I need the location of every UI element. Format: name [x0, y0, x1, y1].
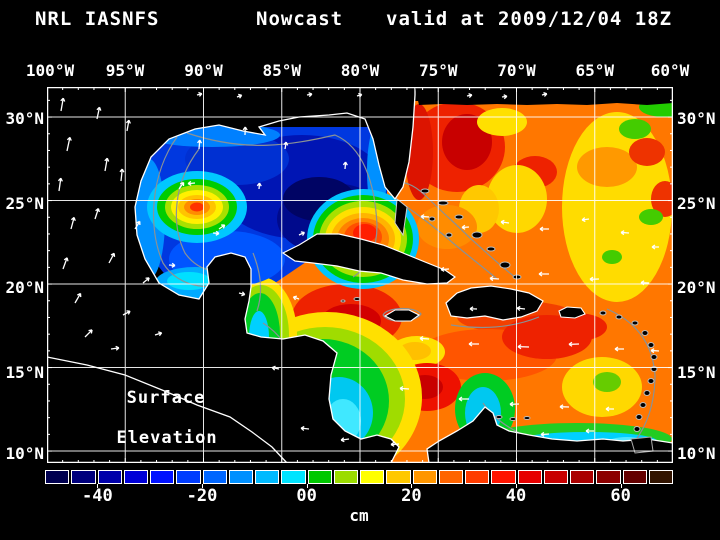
annotation-elevation: Elevation: [116, 428, 218, 448]
lon-label-95w: 95°W: [105, 61, 145, 80]
land-puerto-rico: [558, 306, 586, 319]
colorbar-tick: [620, 484, 622, 488]
colorbar-cell: [333, 470, 358, 484]
colorbar-cell: [491, 470, 516, 484]
colorbar-cell: [438, 470, 463, 484]
lon-label-90w: 90°W: [184, 61, 223, 80]
lat-label-right-15n: 15°N: [677, 363, 716, 382]
land-hispaniola: [445, 285, 544, 321]
lon-label-100w: 100°W: [25, 61, 75, 80]
colorbar-cell: [543, 470, 568, 484]
colorbar-tick: [411, 484, 413, 488]
colorbar-cell: [517, 470, 542, 484]
lat-label-left-15n: 15°N: [5, 363, 44, 382]
colorbar: [45, 470, 673, 484]
lon-label-65w: 65°W: [575, 61, 615, 80]
land-jamaica: [383, 309, 421, 322]
lat-label-left-10n: 10°N: [5, 444, 44, 463]
title-validity: valid at 2009/12/04 18Z: [386, 8, 673, 30]
colorbar-cell: [71, 470, 96, 484]
land-north-america: [47, 87, 416, 463]
colorbar-label: 60: [610, 486, 631, 506]
colorbar-tick: [202, 484, 203, 488]
lon-label-85w: 85°W: [262, 61, 302, 80]
colorbar-cell: [465, 470, 490, 484]
pacific-coastline: [47, 356, 288, 463]
colorbar-cell: [45, 470, 70, 484]
colorbar-cell: [281, 470, 306, 484]
lat-label-right-25n: 25°N: [677, 194, 716, 213]
title-product: Nowcast: [256, 8, 344, 30]
colorbar-cell: [360, 470, 385, 484]
colorbar-cell: [622, 470, 647, 484]
colorbar-label: 20: [401, 486, 422, 506]
landmasses: [47, 87, 673, 463]
colorbar-cell: [123, 470, 148, 484]
colorbar-label: 00: [296, 486, 317, 506]
colorbar-cell: [386, 470, 411, 484]
lon-label-70w: 70°W: [497, 61, 536, 80]
colorbar-cell: [412, 470, 437, 484]
colorbar-cell: [176, 470, 201, 484]
lon-label-75w: 75°W: [419, 61, 458, 80]
lon-label-60w: 60°W: [650, 61, 690, 80]
colorbar-label: -20: [186, 486, 218, 506]
current-vectors: [57, 91, 660, 447]
land-cuba: [281, 233, 457, 285]
land-bahamas-andros: [394, 198, 408, 237]
colorbar-tick: [306, 484, 308, 488]
lon-label-80w: 80°W: [340, 61, 380, 80]
colorbar-unit: cm: [349, 506, 369, 525]
colorbar-cell: [255, 470, 280, 484]
lat-label-left-20n: 20°N: [5, 278, 44, 297]
colorbar-cell: [150, 470, 175, 484]
colorbar-cell: [202, 470, 227, 484]
lat-label-right-10n: 10°N: [677, 444, 716, 463]
colorbar-cell: [228, 470, 253, 484]
colorbar-label: -40: [81, 486, 113, 506]
colorbar-tick: [97, 484, 99, 488]
lat-label-right-30n: 30°N: [677, 109, 716, 128]
lat-label-left-25n: 25°N: [5, 194, 44, 213]
colorbar-label: 40: [505, 486, 527, 506]
colorbar-tick: [516, 484, 517, 488]
title-model: NRL IASNFS: [35, 8, 160, 30]
map-border: [47, 87, 673, 463]
annotation-surface: Surface: [126, 388, 206, 408]
graticule: [47, 87, 673, 463]
lat-label-left-30n: 30°N: [5, 109, 44, 128]
colorbar-cell: [307, 470, 332, 484]
colorbar-cell: [596, 470, 621, 484]
colorbar-cell: [570, 470, 595, 484]
lat-label-right-20n: 20°N: [677, 278, 716, 297]
colorbar-cell: [648, 470, 673, 484]
colorbar-cell: [97, 470, 122, 484]
map-plot: [47, 87, 673, 463]
